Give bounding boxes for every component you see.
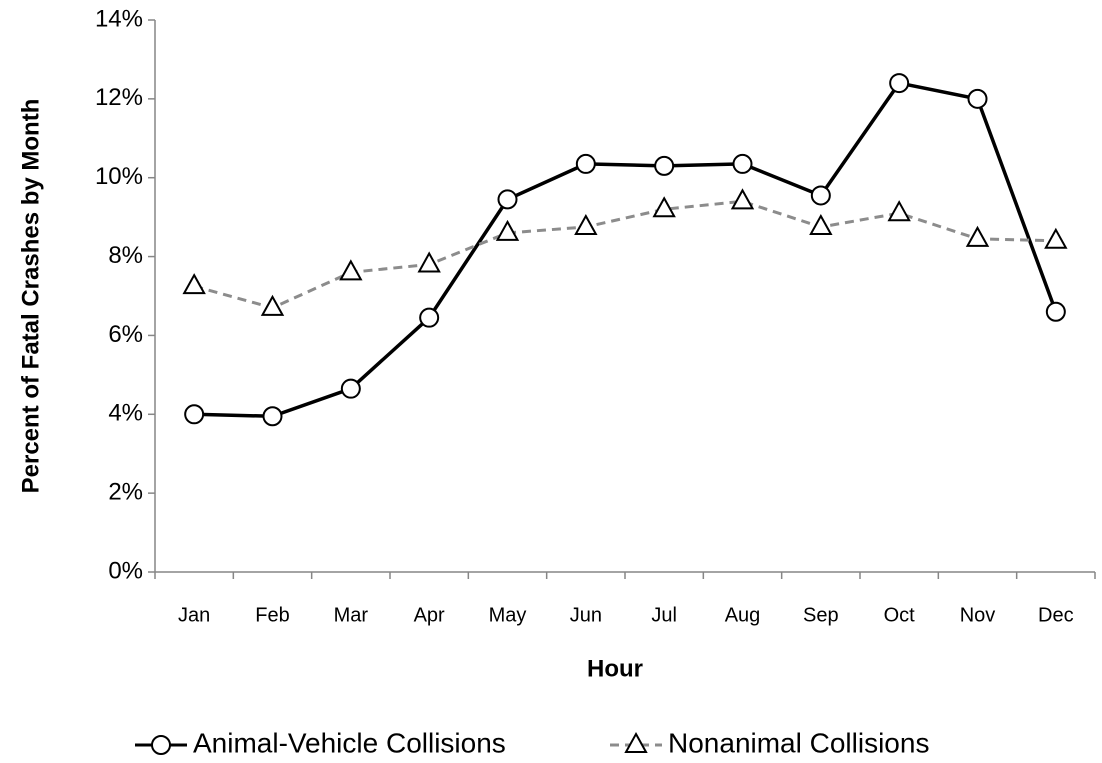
point bbox=[182, 273, 206, 295]
x-tick-label: Aug bbox=[725, 604, 761, 626]
series-line bbox=[194, 81, 1058, 419]
series-line bbox=[193, 199, 1056, 310]
y-tick-label: 12% bbox=[95, 84, 143, 111]
point bbox=[652, 196, 676, 218]
point bbox=[417, 251, 441, 273]
y-tick-label: 14% bbox=[95, 5, 143, 32]
legend-marker bbox=[624, 731, 648, 753]
x-tick-label: Sep bbox=[803, 604, 839, 626]
x-tick-label: Oct bbox=[884, 604, 916, 626]
x-tick-label: Jul bbox=[651, 604, 677, 626]
y-tick-label: 10% bbox=[95, 163, 143, 190]
point bbox=[339, 259, 363, 281]
point bbox=[809, 213, 833, 235]
x-tick-label: Mar bbox=[334, 604, 369, 626]
y-tick-label: 2% bbox=[108, 478, 143, 505]
point bbox=[889, 73, 910, 94]
point bbox=[497, 189, 518, 210]
point bbox=[495, 219, 520, 241]
y-tick-label: 0% bbox=[108, 557, 143, 584]
x-tick-label: Apr bbox=[414, 604, 445, 626]
y-tick-label: 6% bbox=[108, 321, 143, 348]
point bbox=[1044, 227, 1068, 249]
y-axis-title: Percent of Fatal Crashes by Month bbox=[17, 99, 44, 494]
point bbox=[419, 307, 440, 328]
legend-label: Nonanimal Collisions bbox=[668, 727, 929, 758]
legend-marker bbox=[151, 735, 171, 755]
x-tick-label: Feb bbox=[255, 604, 289, 626]
point bbox=[967, 88, 988, 109]
point bbox=[575, 153, 596, 174]
x-tick-label: Dec bbox=[1038, 604, 1074, 626]
x-axis-title: Hour bbox=[587, 655, 643, 682]
y-tick-label: 8% bbox=[108, 242, 143, 269]
point bbox=[732, 153, 753, 174]
y-tick-label: 4% bbox=[108, 400, 143, 427]
point bbox=[965, 225, 990, 247]
point bbox=[887, 200, 911, 222]
x-tick-label: May bbox=[489, 604, 527, 626]
point bbox=[730, 188, 755, 210]
point bbox=[340, 378, 361, 399]
point bbox=[262, 406, 283, 427]
legend-label: Animal-Vehicle Collisions bbox=[193, 727, 506, 758]
x-tick-label: Jan bbox=[178, 604, 210, 626]
point bbox=[260, 294, 285, 316]
point bbox=[184, 404, 205, 425]
point bbox=[810, 185, 831, 206]
point bbox=[654, 155, 675, 176]
x-tick-label: Nov bbox=[960, 604, 996, 626]
point bbox=[574, 213, 598, 235]
x-tick-label: Jun bbox=[570, 604, 602, 626]
point bbox=[1045, 301, 1066, 322]
